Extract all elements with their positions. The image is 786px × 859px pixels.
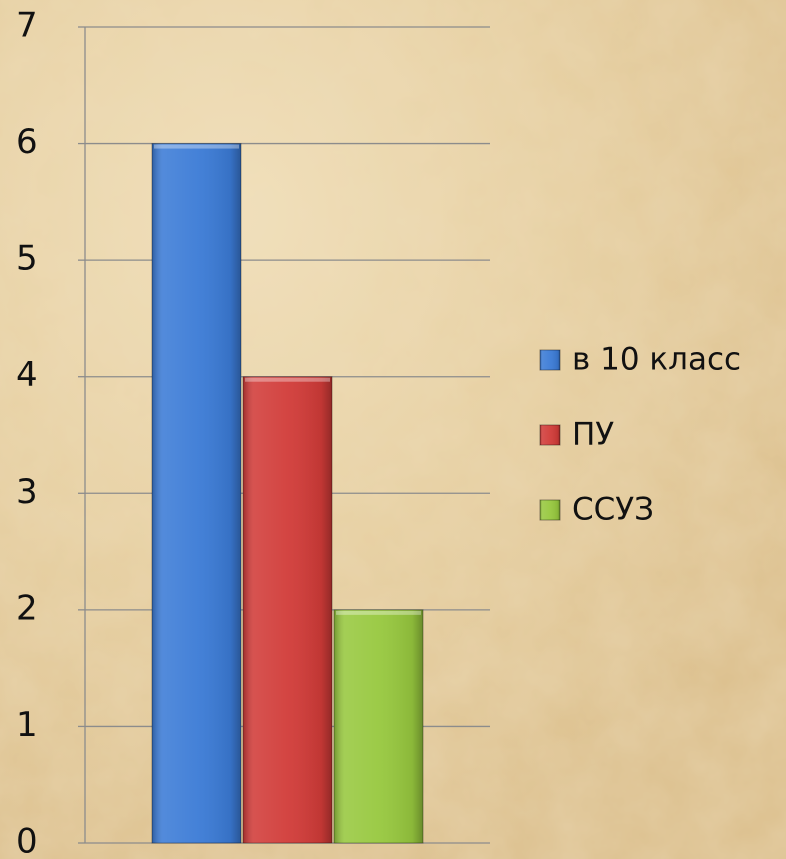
y-tick-label: 0 xyxy=(16,822,38,859)
y-tick-label: 3 xyxy=(16,472,38,512)
legend-swatch-shade xyxy=(540,500,560,520)
legend-label: ПУ xyxy=(572,417,614,453)
y-tick-label: 2 xyxy=(16,588,38,628)
bar-highlight xyxy=(245,377,330,382)
bar-shade xyxy=(334,609,423,843)
bar-shade xyxy=(152,143,241,844)
legend-swatch-shade xyxy=(540,425,560,445)
bar-highlight xyxy=(336,610,421,615)
bar-highlight xyxy=(154,144,239,149)
legend-label: в 10 класс xyxy=(572,342,741,378)
y-tick-label: 6 xyxy=(16,122,38,162)
legend-label: ССУЗ xyxy=(572,492,654,528)
bar-shade xyxy=(243,376,332,843)
legend-swatch-shade xyxy=(540,350,560,370)
y-tick-label: 4 xyxy=(16,355,38,395)
plot: 0 1 2 3 4 5 6 7 в 10 класс ПУ ССУЗ xyxy=(16,6,741,859)
y-tick-label: 7 xyxy=(16,6,38,46)
y-tick-label: 1 xyxy=(16,705,38,745)
y-tick-label: 5 xyxy=(16,239,38,279)
